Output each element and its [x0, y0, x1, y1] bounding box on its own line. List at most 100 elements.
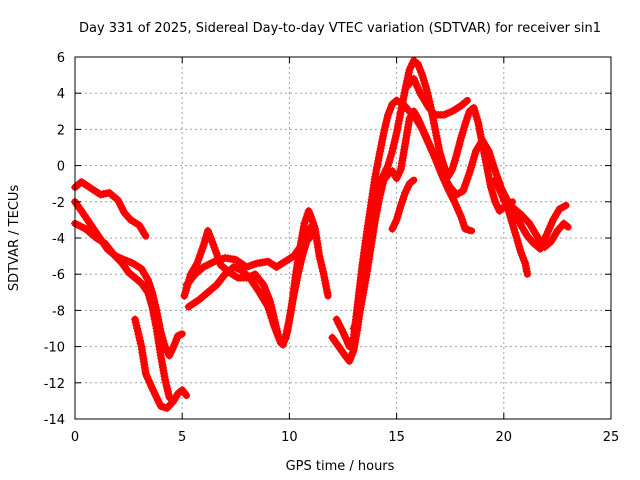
data-point-marker: [555, 205, 564, 213]
data-point-marker: [140, 229, 149, 238]
data-point-marker: [145, 278, 153, 287]
data-point-marker: [221, 270, 230, 279]
data-point-marker: [405, 179, 414, 188]
data-point-marker: [176, 330, 185, 339]
data-point-marker: [302, 213, 311, 222]
data-point-marker: [143, 275, 152, 284]
data-point-marker: [504, 199, 513, 208]
data-point-marker: [407, 177, 416, 186]
data-point-marker: [133, 275, 142, 284]
series-track-6: [182, 223, 315, 290]
data-point-marker: [452, 190, 461, 199]
data-point-marker: [197, 293, 206, 302]
y-tick-label: 0: [57, 160, 65, 175]
data-point-marker: [465, 107, 474, 116]
y-tick-label: 4: [57, 87, 65, 102]
data-point-marker: [105, 188, 114, 197]
data-point-marker: [323, 288, 332, 297]
data-point-marker: [522, 267, 531, 276]
data-point-marker: [461, 224, 470, 233]
data-point-marker: [386, 168, 395, 177]
data-point-marker: [464, 225, 473, 234]
data-point-marker: [508, 203, 517, 212]
series-track-1: [71, 177, 150, 240]
series-track-13: [499, 196, 572, 252]
data-point-marker: [562, 221, 570, 230]
data-point-marker: [464, 110, 473, 119]
data-point-marker: [104, 243, 113, 252]
data-point-marker: [398, 198, 406, 207]
data-point-marker: [461, 120, 470, 128]
data-point-marker: [206, 286, 215, 295]
data-point-marker: [252, 272, 261, 281]
data-point-marker: [124, 268, 133, 277]
y-tick-label: 2: [57, 123, 65, 138]
data-point-marker: [459, 218, 468, 227]
x-tick-label: 5: [178, 430, 186, 445]
y-tick-label: -12: [44, 377, 65, 392]
data-point-marker: [191, 270, 200, 279]
data-point-marker: [373, 163, 381, 172]
data-point-marker: [392, 96, 401, 105]
data-point-marker: [532, 241, 540, 250]
x-axis-title: GPS time / hours: [286, 459, 395, 474]
series-trail: [71, 220, 190, 405]
x-tick-label: 25: [603, 430, 620, 445]
series-trail: [71, 198, 186, 360]
data-point-marker: [83, 226, 92, 235]
y-tick-label: -10: [44, 341, 65, 356]
data-point-marker: [455, 188, 464, 197]
data-point-marker: [128, 272, 137, 280]
x-tick-label: 15: [388, 430, 405, 445]
data-point-marker: [499, 196, 508, 204]
y-tick-label: -4: [52, 232, 65, 247]
data-point-marker: [305, 225, 314, 234]
data-point-marker: [399, 195, 407, 204]
data-point-marker: [458, 215, 466, 224]
data-point-marker: [304, 234, 313, 243]
y-tick-label: -2: [52, 196, 65, 211]
data-point-marker: [512, 206, 521, 215]
data-point-marker: [160, 403, 168, 412]
series-layer: [71, 56, 572, 413]
axes: 0 5 10 15 20 25 -14 -12 -10 -8 -6 -4 -2 0 2 4 6: [44, 51, 620, 445]
data-point-marker: [195, 266, 204, 275]
y-tick-label: -6: [52, 268, 65, 283]
data-point-marker: [395, 98, 404, 107]
data-point-marker: [307, 215, 316, 224]
data-point-marker: [187, 274, 196, 283]
chart-title: Day 331 of 2025, Sidereal Day-to-day VTE…: [79, 21, 601, 36]
data-point-marker: [461, 98, 470, 107]
data-point-marker: [558, 203, 567, 212]
y-tick-label: -8: [52, 304, 65, 319]
series-track-11: [403, 74, 471, 119]
data-point-marker: [411, 58, 420, 67]
x-tick-label: 20: [496, 430, 513, 445]
series-track-2: [71, 197, 186, 360]
y-tick-label: 6: [57, 51, 65, 66]
data-point-marker: [197, 264, 206, 273]
series-track-10: [349, 107, 570, 333]
data-point-marker: [201, 290, 210, 299]
y-axis-title: SDTVAR / TECUs: [7, 185, 22, 292]
x-tick-label: 10: [281, 430, 298, 445]
series-track-9: [332, 96, 476, 351]
series-track-4: [131, 315, 178, 413]
data-point-marker: [109, 192, 118, 201]
data-point-marker: [180, 388, 189, 397]
data-point-marker: [409, 56, 418, 65]
data-point-marker: [167, 399, 176, 408]
data-point-marker: [156, 402, 165, 411]
data-point-marker: [301, 216, 310, 225]
x-tick-label: 0: [71, 430, 79, 445]
series-track-7: [184, 232, 315, 347]
data-point-marker: [542, 241, 551, 250]
data-point-marker: [279, 337, 287, 346]
y-tick-label: -14: [44, 413, 65, 428]
data-point-marker: [176, 387, 185, 396]
data-point-marker: [195, 295, 204, 304]
data-point-marker: [90, 232, 99, 241]
data-point-marker: [459, 100, 468, 109]
series-track-3: [71, 219, 190, 405]
